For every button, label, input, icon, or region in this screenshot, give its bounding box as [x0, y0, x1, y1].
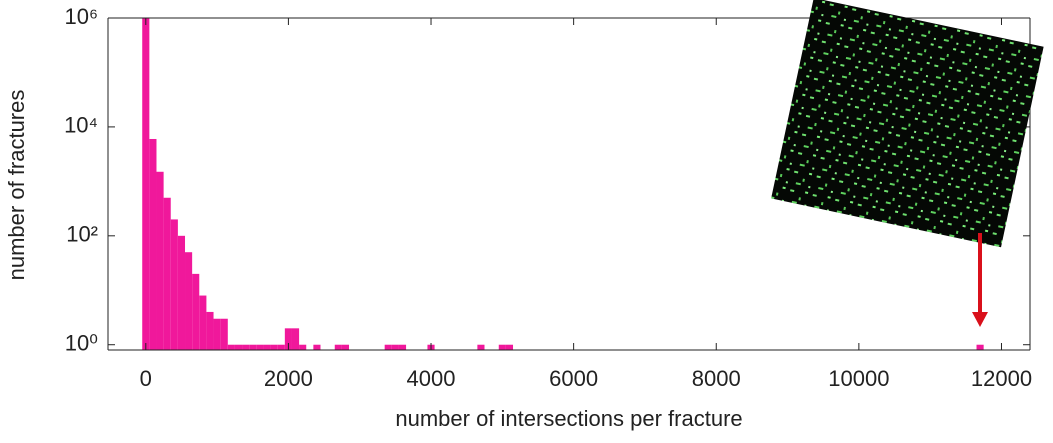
x-tick-label: 2000 [264, 366, 313, 391]
y-tick-label: 10² [66, 222, 98, 247]
bar [213, 318, 221, 350]
bar [149, 138, 157, 350]
bar [242, 344, 250, 350]
bar [156, 171, 164, 350]
x-tick-label: 4000 [407, 366, 456, 391]
bar [505, 344, 514, 350]
y-axis-label: number of fractures [4, 90, 29, 281]
bar [177, 235, 186, 350]
bar [170, 219, 178, 350]
bar [249, 344, 257, 350]
plot-area: 0 2000 4000 6000 8000 10000 12000 10⁰ 10² 10⁴ 10⁶ [64, 4, 1032, 391]
x-tick-label: 10000 [828, 366, 889, 391]
x-tick-label: 6000 [549, 366, 598, 391]
bar [142, 18, 150, 350]
bar [199, 295, 207, 350]
bar [341, 344, 350, 350]
y-tick-label: 10⁶ [64, 4, 98, 29]
y-tick-label: 10⁰ [65, 331, 98, 356]
bar [291, 328, 300, 350]
arrow-head [972, 312, 988, 327]
bar [220, 318, 228, 350]
bar [234, 344, 243, 350]
bar [206, 311, 214, 350]
bar [334, 344, 342, 350]
bar [192, 273, 200, 350]
bar [398, 344, 407, 350]
bar [976, 344, 984, 350]
bar [284, 328, 292, 350]
x-tick-label: 12000 [971, 366, 1032, 391]
bar [256, 344, 264, 350]
bar [299, 344, 307, 350]
bar [313, 344, 321, 350]
x-axis-label: number of intersections per fracture [395, 406, 742, 431]
x-tick-label: 8000 [692, 366, 741, 391]
bar [384, 344, 392, 350]
bar [227, 344, 235, 350]
inset-image [771, 0, 1044, 248]
x-tick-label: 0 [140, 366, 152, 391]
bar [391, 344, 399, 350]
bar [498, 344, 506, 350]
bar [270, 344, 278, 350]
bar [277, 344, 285, 350]
y-tick-label: 10⁴ [64, 113, 98, 138]
bar [263, 344, 271, 350]
bar [477, 344, 485, 350]
bar [163, 197, 171, 350]
bar [185, 252, 193, 350]
